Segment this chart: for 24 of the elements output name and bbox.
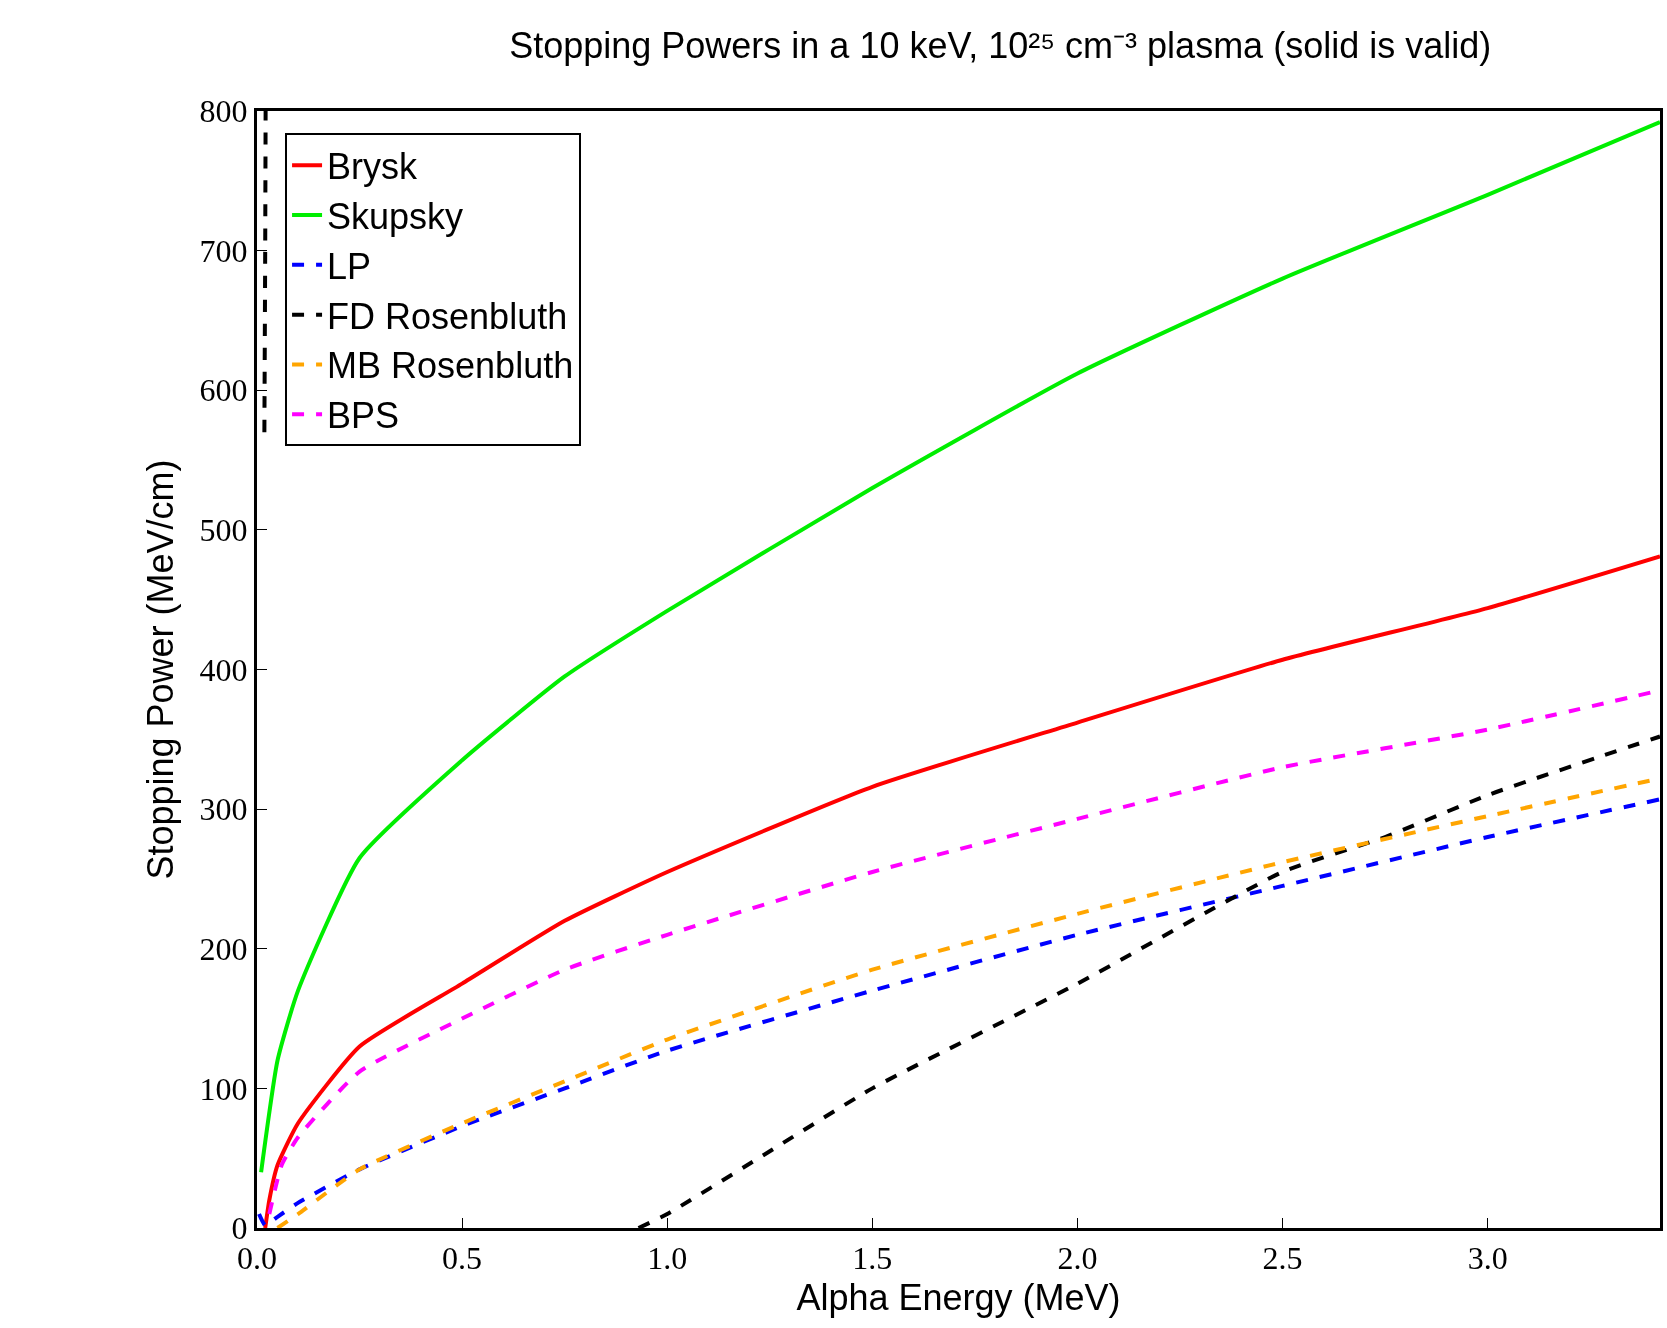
y-tick-label: 300 — [199, 791, 248, 828]
y-tick-label: 100 — [199, 1070, 248, 1107]
y-tick-label: 600 — [199, 372, 248, 409]
y-axis-title: Stopping Power (MeV/cm) — [140, 459, 182, 880]
legend-label: MB Rosenbluth — [327, 345, 574, 387]
x-tick-label: 0.5 — [442, 1240, 483, 1277]
chart-title: Stopping Powers in a 10 keV, 10²⁵ cm⁻³ plasma (solid is valid) — [509, 25, 1492, 67]
line-series — [263, 554, 1660, 1228]
x-tick-label: 2.0 — [1057, 1240, 1098, 1277]
legend-label: LP — [327, 245, 372, 287]
x-tick-label: 1.0 — [647, 1240, 688, 1277]
x-tick-label: 1.5 — [852, 1240, 893, 1277]
legend-label: Brysk — [327, 146, 419, 188]
y-tick-label: 700 — [199, 232, 248, 269]
y-tick-label: 800 — [199, 93, 248, 130]
legend-label: BPS — [327, 395, 400, 437]
x-tick-label: 2.5 — [1262, 1240, 1303, 1277]
y-tick-label: 200 — [199, 930, 248, 967]
legend-label: Skupsky — [327, 196, 464, 238]
y-tick-label: 400 — [199, 651, 248, 688]
legend-label: FD Rosenbluth — [327, 295, 568, 337]
y-tick-label: 500 — [199, 512, 248, 549]
x-tick-label: 3.0 — [1467, 1240, 1508, 1277]
x-axis-title: Alpha Energy (MeV) — [796, 1277, 1121, 1319]
